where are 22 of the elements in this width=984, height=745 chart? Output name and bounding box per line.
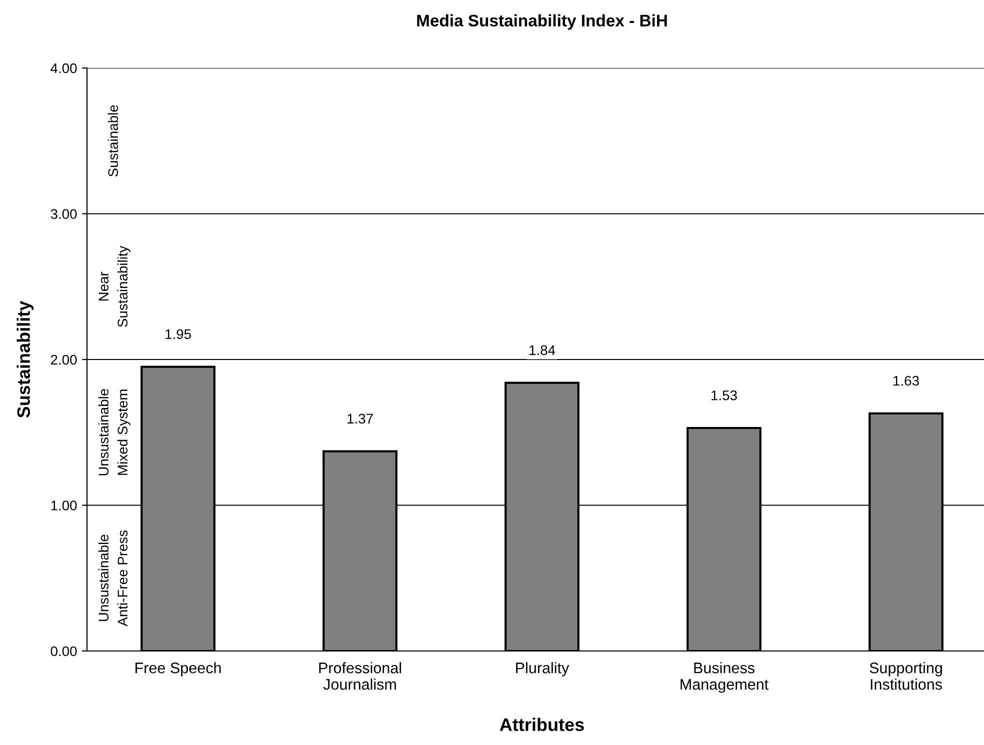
x-tick-label: Professional Journalism bbox=[319, 662, 402, 690]
x-tick-label: Business Management bbox=[680, 662, 768, 693]
y-tick-label: 0.00 bbox=[50, 646, 77, 656]
data-label: 1.63 bbox=[894, 376, 919, 386]
data-label: 1.95 bbox=[166, 329, 191, 340]
data-label: 1.37 bbox=[348, 414, 373, 424]
y-tick-label: 1.00 bbox=[51, 500, 77, 510]
annotation: Near Sustainability bbox=[98, 246, 130, 327]
y-tick-label: 4.00 bbox=[50, 63, 77, 74]
data-label: 1.53 bbox=[712, 390, 737, 400]
x-tick-label: Free Speech bbox=[136, 662, 221, 676]
y-tick-label: 3.00 bbox=[50, 209, 77, 219]
annotation: Unsustainable Anti-Free Press bbox=[98, 530, 128, 626]
y-tick-label: 2.00 bbox=[50, 354, 77, 365]
data-label: 1.84 bbox=[530, 345, 556, 356]
annotation: Sustainable bbox=[108, 105, 118, 177]
y-axis-title: Sustainability bbox=[16, 300, 34, 418]
chart-title: Media Sustainability Index - BiH bbox=[417, 14, 667, 30]
x-tick-label: Supporting Institutions bbox=[870, 662, 942, 690]
x-tick-label: Plurality bbox=[516, 662, 570, 676]
x-axis-title: Attributes bbox=[500, 718, 584, 732]
annotation: Unsustainable Mixed System bbox=[98, 388, 130, 476]
